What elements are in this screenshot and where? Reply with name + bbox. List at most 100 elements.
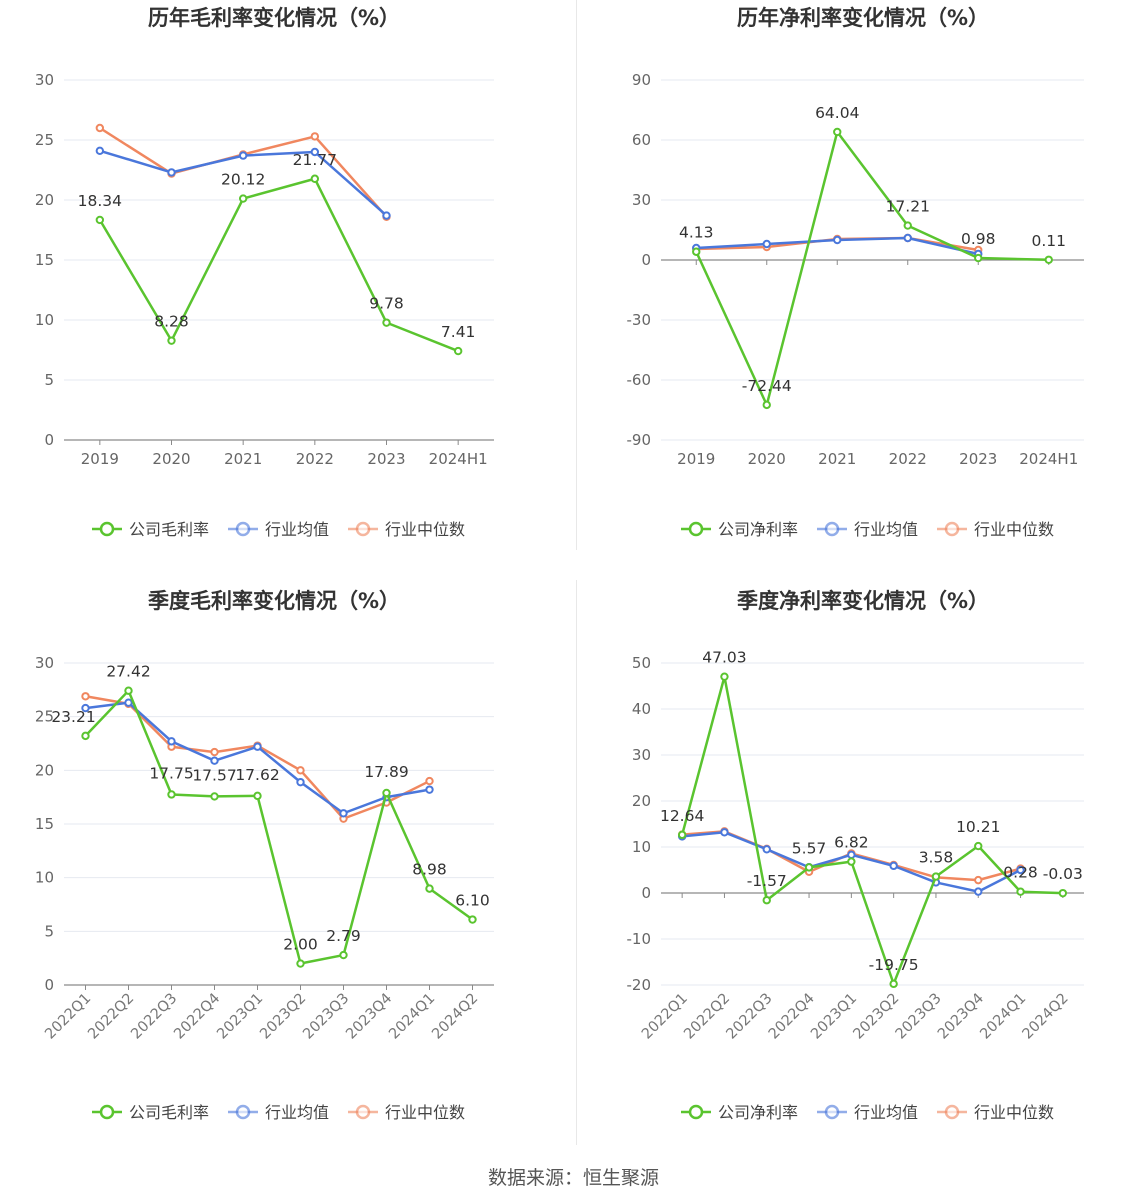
legend-swatch-marker <box>824 521 840 537</box>
legend-item-industry-median: 行业中位数 <box>348 520 465 539</box>
company-point <box>1044 255 1053 264</box>
company-point <box>931 872 941 881</box>
x-tick-label: 2022 <box>296 450 334 468</box>
company-data-label: 27.42 <box>106 663 150 681</box>
x-tick-label: 2021 <box>224 450 262 468</box>
y-tick-label: 0 <box>641 884 651 902</box>
x-tick-label: 2024H1 <box>1019 450 1078 468</box>
industry-median-point <box>296 766 305 775</box>
company-data-label: 17.57 <box>192 766 236 784</box>
company-series-line <box>695 130 1049 407</box>
industry-avg-point <box>238 151 248 160</box>
company-point <box>762 896 771 905</box>
legend-swatch-marker <box>99 521 115 537</box>
company-data-label: -19.75 <box>869 956 919 974</box>
company-point <box>804 863 814 872</box>
company-data-label: -0.03 <box>1043 865 1083 883</box>
company-point <box>762 400 771 410</box>
company-point <box>167 336 176 345</box>
x-tick-label: 2020 <box>152 450 190 468</box>
company-point <box>1016 887 1025 896</box>
industry-avg-point <box>210 756 219 765</box>
company-point <box>81 731 90 741</box>
y-tick-label: 20 <box>35 761 54 779</box>
company-point <box>382 788 391 798</box>
industry-avg-point <box>833 235 842 245</box>
x-tick-label: 2023Q4 <box>935 991 987 1043</box>
x-tick-label: 2023Q3 <box>893 991 945 1043</box>
company-point <box>847 857 856 866</box>
legend-item-company: 公司毛利率 <box>92 520 209 539</box>
y-tick-label: 20 <box>35 191 54 209</box>
company-point <box>95 215 105 225</box>
y-tick-label: 0 <box>641 251 651 269</box>
legend-item-industry-avg: 行业均值 <box>817 520 918 539</box>
legend-label: 行业中位数 <box>385 1103 465 1122</box>
company-data-label: -72.44 <box>742 377 792 395</box>
x-tick-label: 2022Q1 <box>639 991 691 1043</box>
y-tick-label: 0 <box>44 431 54 449</box>
legend-item-industry-avg: 行业均值 <box>228 1103 329 1122</box>
x-tick-label: 2019 <box>677 450 715 468</box>
legend-swatch-marker <box>688 1104 704 1120</box>
industry-avg-point <box>95 146 105 156</box>
legend-item-industry-avg: 行业均值 <box>817 1103 918 1122</box>
quarterly-gross-chart: 季度毛利率变化情况（%） 0 5 10 15 20 25 30 2022Q1 2022Q2 2022… <box>0 580 576 1150</box>
chart-title: 季度毛利率变化情况（%） <box>148 589 400 613</box>
company-point <box>253 791 262 801</box>
company-data-label: 5.57 <box>792 839 827 857</box>
y-tick-label: 15 <box>35 251 54 269</box>
company-data-label: 12.64 <box>660 807 704 825</box>
chart-title: 历年毛利率变化情况（%） <box>148 6 400 30</box>
company-point <box>468 915 477 924</box>
panel-divider <box>576 0 577 550</box>
industry-avg-point <box>382 211 391 220</box>
company-data-label: 6.82 <box>834 834 869 852</box>
y-tick-label: 30 <box>35 654 54 672</box>
industry-avg-point <box>762 845 771 854</box>
industry-median-point <box>974 875 983 885</box>
y-tick-label: 50 <box>632 654 651 672</box>
legend-label: 行业中位数 <box>974 1103 1054 1122</box>
company-data-label: 7.41 <box>441 323 476 341</box>
y-tick-label: 10 <box>632 838 651 856</box>
x-tick-label: 2024Q2 <box>429 991 481 1043</box>
company-point <box>382 318 391 327</box>
company-data-label: 17.21 <box>886 198 930 216</box>
company-data-label: 21.77 <box>293 151 337 169</box>
company-point <box>124 686 133 695</box>
x-tick-label: 2024Q1 <box>977 991 1029 1043</box>
quarterly-net-chart: 季度净利率变化情况（%） -20 -10 0 10 20 30 40 50 2022Q1 2022Q… <box>577 580 1147 1150</box>
industry-avg-point <box>167 737 176 746</box>
panel-divider <box>576 580 577 1145</box>
company-data-label: 4.13 <box>679 224 714 242</box>
legend-label: 公司毛利率 <box>129 1103 209 1122</box>
legend-label: 公司净利率 <box>718 1103 798 1122</box>
y-tick-label: 5 <box>44 922 54 940</box>
y-tick-label: 25 <box>35 131 54 149</box>
legend-item-industry-median: 行业中位数 <box>348 1103 465 1122</box>
y-tick-label: 10 <box>35 869 54 887</box>
y-tick-label: 25 <box>35 708 54 726</box>
company-point <box>1058 888 1068 898</box>
legend-swatch-marker <box>355 1104 371 1120</box>
company-point <box>677 830 687 840</box>
industry-avg-point <box>889 861 898 871</box>
company-data-label: 6.10 <box>455 892 490 910</box>
x-tick-label: 2023Q2 <box>257 991 309 1043</box>
y-tick-label: -60 <box>627 371 652 389</box>
industry-avg-point <box>124 698 133 707</box>
y-tick-label: 90 <box>632 71 651 89</box>
legend-label: 公司毛利率 <box>129 520 209 539</box>
legend-label: 行业均值 <box>265 1103 329 1122</box>
industry-avg-point <box>903 233 912 243</box>
company-data-label: 64.04 <box>815 104 859 122</box>
x-tick-label: 2020 <box>748 450 786 468</box>
data-source-footer: 数据来源：恒生聚源 <box>487 1167 659 1189</box>
industry-avg-point <box>296 777 305 787</box>
legend-label: 行业中位数 <box>385 520 465 539</box>
x-tick-label: 2023Q2 <box>850 991 902 1043</box>
legend-swatch-marker <box>355 521 371 537</box>
x-tick-label: 2023 <box>367 450 405 468</box>
x-tick-label: 2022Q3 <box>724 991 776 1043</box>
